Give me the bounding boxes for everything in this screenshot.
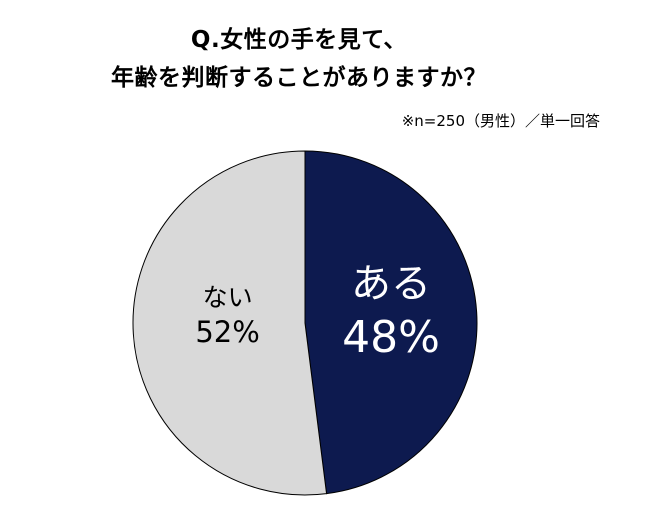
sample-note: ※n=250（男性）／単一回答 (401, 112, 600, 130)
slice-value-nai: 52% (195, 315, 259, 349)
chart-title-line-1: Q.女性の手を見て、 (190, 27, 408, 53)
slice-label-nai: ない (203, 283, 253, 312)
pie-slice-aru (304, 150, 478, 495)
chart-title-line-2: 年齢を判断することがありますか？ (111, 65, 487, 91)
pie-slice-nai (132, 150, 328, 496)
slice-value-aru: 48% (342, 312, 440, 363)
slice-label-aru: ある (351, 261, 431, 307)
